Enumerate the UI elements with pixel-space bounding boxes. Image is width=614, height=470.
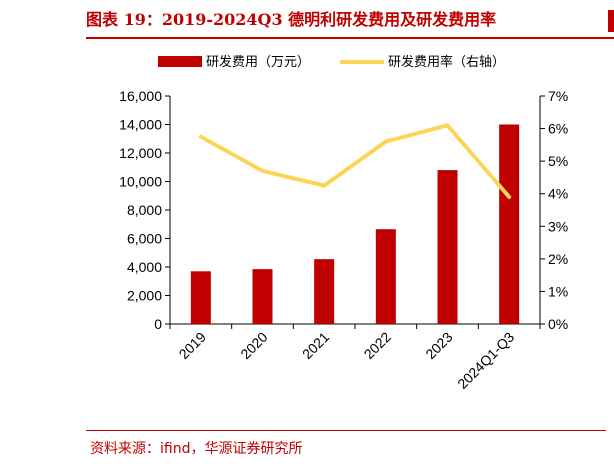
- legend-bar-label: 研发费用（万元）: [206, 54, 310, 70]
- bars: [190, 124, 520, 324]
- y-left-tick-label: 0: [154, 316, 162, 332]
- bar: [375, 229, 396, 324]
- y-left-tick-label: 2,000: [127, 288, 162, 304]
- y-right-tick-label: 4%: [548, 186, 568, 202]
- rate-point: [200, 136, 202, 138]
- title-divider: [86, 37, 614, 39]
- line-series: [198, 123, 512, 199]
- y-right-tick-label: 1%: [548, 283, 568, 299]
- chart-title: 图表 19：2019-2024Q3 德明利研发费用及研发费用率: [86, 10, 497, 29]
- y-left-tick-label: 16,000: [119, 88, 162, 104]
- bar: [252, 269, 273, 324]
- axes: [165, 95, 545, 329]
- y-left-tick-label: 14,000: [119, 117, 162, 133]
- x-tick-label: 2024Q1-Q3: [454, 329, 517, 392]
- rate-point: [385, 141, 387, 143]
- y-left-tick-label: 4,000: [127, 259, 162, 275]
- y-right-tick-label: 3%: [548, 218, 568, 234]
- chart-area: 研发费用（万元） 研发费用率（右轴） 0 2,000 4,000 6,000 8,000…: [119, 54, 568, 392]
- rate-point: [262, 170, 263, 172]
- bar: [499, 124, 520, 324]
- legend: 研发费用（万元） 研发费用率（右轴）: [158, 54, 505, 70]
- bar: [437, 170, 458, 324]
- source-note: 资料来源：ifind，华源证券研究所: [90, 441, 303, 457]
- x-tick-label: 2020: [237, 329, 270, 362]
- bar: [314, 259, 335, 324]
- y-left-tick-label: 6,000: [127, 231, 162, 247]
- y-right-tick-label: 0%: [548, 316, 568, 332]
- y-left-tick-label: 10,000: [119, 174, 162, 190]
- legend-bar-swatch: [158, 56, 202, 67]
- y-right-tick-label: 5%: [548, 153, 568, 169]
- x-tick-label: 2019: [176, 329, 209, 362]
- rate-point: [447, 124, 448, 126]
- y-left-tick-label: 12,000: [119, 145, 162, 161]
- x-tick-label: 2021: [299, 329, 332, 362]
- x-tick-label: 2023: [422, 329, 455, 362]
- rate-line: [198, 123, 512, 199]
- y-right-tick-label: 6%: [548, 121, 568, 137]
- y-right-tick-label: 2%: [548, 251, 568, 267]
- source-divider: [86, 430, 606, 431]
- y-right-tick-label: 7%: [548, 88, 568, 104]
- rate-point: [508, 196, 510, 198]
- edge-mark: [608, 10, 614, 32]
- y-left-tick-label: 8,000: [127, 202, 162, 218]
- x-tick-label: 2022: [361, 329, 394, 362]
- legend-line-label: 研发费用率（右轴）: [388, 54, 505, 70]
- bar: [190, 271, 211, 324]
- rate-point: [323, 185, 325, 187]
